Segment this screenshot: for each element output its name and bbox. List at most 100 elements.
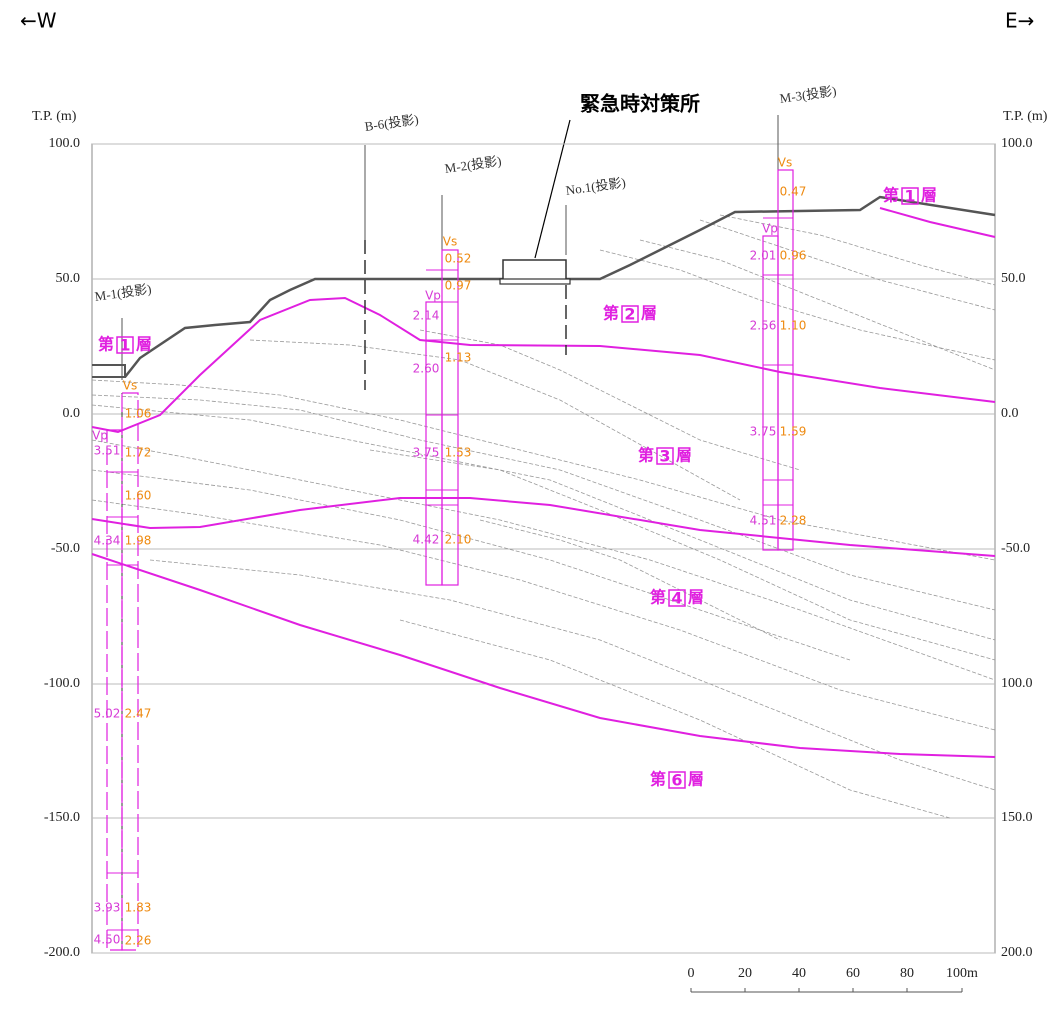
layer-suffix: 層 [688,588,704,607]
vp-value: 3.75 [750,425,777,439]
vs-value: 2.26 [125,934,152,948]
layer-number-box [668,771,686,789]
vs-value: 1.13 [445,351,472,365]
borehole-label: No.1(投影) [565,175,627,198]
vs-label: Vs [443,235,457,249]
vs-value: 1.60 [125,489,152,503]
vs-value: 0.97 [445,279,472,293]
layer-boundary [91,497,996,557]
vs-value: 1.98 [125,534,152,548]
scale-label: 100m [946,966,978,981]
facility-label: 緊急時対策所 [580,92,700,116]
layer-suffix: 層 [136,335,152,354]
bedding-line [479,519,781,641]
bedding-line [91,394,996,611]
bedding-line [719,214,996,286]
scale-label: 40 [792,966,806,981]
bedding-line [639,239,996,371]
layer-suffix: 層 [921,186,937,205]
left-tick-label: 50.0 [56,271,81,286]
right-tick-label: 200.0 [1001,945,1033,960]
layer-prefix: 第 [883,186,899,205]
bedding-line [91,469,851,661]
layer-prefix: 第 [638,446,654,465]
vp-value: 4.42 [413,533,440,547]
borehole-label: M-2(投影) [444,153,503,176]
vp-value: 3.93 [94,901,121,915]
bedding-line [91,499,996,731]
vp-value: 4.50 [94,933,121,947]
right-tick-label: 0.0 [1001,406,1019,421]
layer-number-box [901,187,919,205]
vp-value: 2.01 [750,249,777,263]
vp-value: 2.60 [413,362,440,376]
vp-label: Vp [425,289,441,303]
vs-label: Vs [123,379,137,393]
right-tick-label: 150.0 [1001,810,1033,825]
west-label: ←W [20,9,57,33]
layer-suffix: 層 [676,446,692,465]
layer-suffix: 層 [688,770,704,789]
layer-number: 1 [904,187,915,206]
right-unit: T.P. (m) [1003,109,1048,124]
layer-prefix: 第 [98,335,114,354]
bedding-line [419,329,801,471]
vp-value: 3.51 [94,444,121,458]
layer-suffix: 層 [641,304,657,323]
vp-label: Vp [92,429,108,443]
vs-value: 1.83 [125,901,152,915]
velocity-box [106,429,123,951]
right-tick-label: -50.0 [1001,541,1030,556]
vs-value: 1.06 [125,407,152,421]
vp-label: Vp [762,222,778,236]
bedding-line [399,619,951,819]
bedding-line [91,404,996,641]
vs-value: 2.10 [445,533,472,547]
layer-number-box [656,447,674,465]
vs-label: Vs [778,156,792,170]
borehole-label: M-1(投影) [94,281,153,304]
building-base [499,278,571,285]
left-tick-label: 0.0 [63,406,81,421]
vp-value: 3.75 [413,446,440,460]
left-tick-label: -200.0 [44,945,80,960]
facility-leader [534,119,571,259]
layer-prefix: 第 [650,588,666,607]
bedding-line [699,219,996,311]
velocity-box [441,249,459,586]
left-tick-label: -100.0 [44,676,80,691]
borehole-label: M-3(投影) [779,83,838,106]
vs-value: 0.47 [780,185,807,199]
vs-value: 1.53 [445,446,472,460]
left-tick-label: -50.0 [51,541,80,556]
vs-value: 0.52 [445,252,472,266]
left-unit: T.P. (m) [32,109,77,124]
bedding-line [149,559,996,791]
ground-surface [92,364,126,378]
vs-value: 1.10 [780,319,807,333]
vp-value: 4.51 [750,514,777,528]
layer-number: 2 [624,305,635,324]
vs-value: 1.72 [125,446,152,460]
scale-label: 20 [738,966,752,981]
borehole-label: B-6(投影) [364,112,420,134]
bedding-line [599,249,996,361]
right-tick-label: 50.0 [1001,271,1026,286]
vs-value: 1.59 [780,425,807,439]
layer-number-box [116,336,134,354]
right-tick-label: 100.0 [1001,136,1033,151]
right-tick-label: 100.0 [1001,676,1033,691]
layer-prefix: 第 [650,770,666,789]
velocity-box [762,235,779,551]
vs-value: 0.96 [780,249,807,263]
vs-value: 2.47 [125,707,152,721]
layer-number-box [668,589,686,607]
scale-label: 0 [688,966,695,981]
layer-boundary [91,553,996,758]
bedding-line [91,379,996,561]
vp-value: 4.34 [94,534,121,548]
building [502,259,567,282]
left-tick-label: -150.0 [44,810,80,825]
layer-boundary [879,207,996,238]
